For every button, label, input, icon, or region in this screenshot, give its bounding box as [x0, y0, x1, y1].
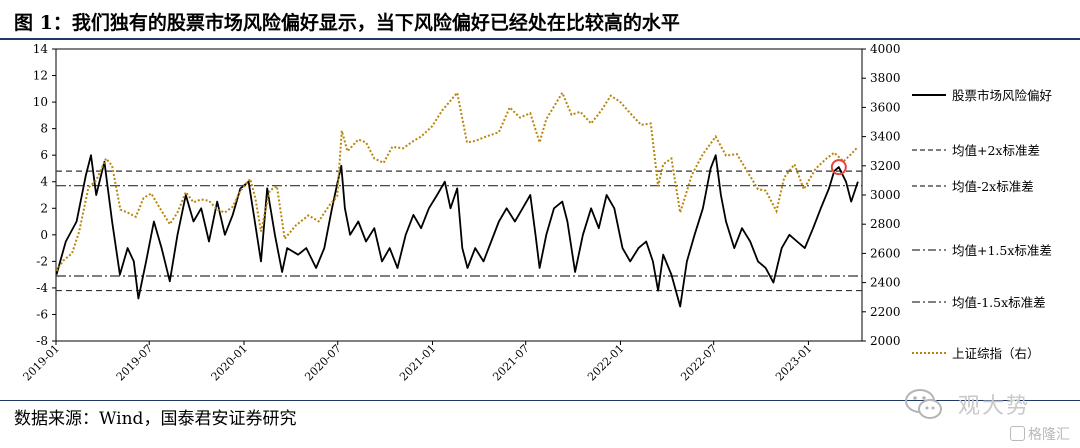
legend-label: 均值-1.5x标准差: [952, 295, 1046, 310]
plot-frame: [55, 48, 863, 342]
legend-label: 均值+1.5x标准差: [952, 243, 1052, 258]
x-tick-label: 2019-01: [21, 342, 63, 384]
y-left-tick-label: -6: [36, 307, 48, 321]
y-right-tick-label: 3400: [870, 130, 901, 144]
x-tick-label: 2021-07: [490, 342, 532, 384]
y-left-tick-label: -4: [36, 281, 48, 295]
y-right-tick-label: 3200: [870, 159, 901, 173]
y-right-tick-label: 2200: [870, 305, 901, 319]
legend-label: 均值-2x标准差: [952, 179, 1034, 194]
y-left-tick-label: 10: [33, 95, 48, 109]
y-right-tick-label: 3800: [870, 71, 901, 85]
x-tick-label: 2023-01: [773, 342, 815, 384]
chart-title: 图 1：我们独有的股票市场风险偏好显示，当下风险偏好已经处在比较高的水平: [14, 12, 680, 34]
y-right-tick-label: 2400: [870, 276, 901, 290]
highlight-circle: [830, 159, 847, 176]
x-tick-label: 2019-07: [114, 342, 156, 384]
y-right-tick-label: 2600: [870, 246, 901, 260]
x-tick-label: 2020-07: [302, 342, 344, 384]
x-tick-label: 2022-01: [585, 342, 627, 384]
y-left-tick-label: 4: [40, 175, 48, 189]
y-left-tick-label: 0: [40, 228, 48, 242]
y-right-tick-label: 4000: [870, 42, 901, 56]
y-right-tick-label: 3000: [870, 188, 901, 202]
watermark-text: 观大势: [958, 394, 1031, 419]
title-bar: 图 1：我们独有的股票市场风险偏好显示，当下风险偏好已经处在比较高的水平: [0, 0, 1080, 40]
watermark-brand: 格隆汇: [1028, 427, 1070, 443]
y-right-tick-label: 2000: [870, 334, 901, 348]
legend-label: 上证综指（右）: [952, 346, 1040, 361]
wechat-icon: [905, 389, 942, 419]
y-left-tick-label: 2: [40, 201, 48, 215]
x-tick-label: 2022-07: [678, 342, 720, 384]
y-left-tick-label: 6: [40, 148, 48, 162]
brand-mark-icon: [1010, 426, 1025, 441]
y-left-tick-label: -2: [36, 254, 48, 268]
source-note: 数据来源：Wind，国泰君安证券研究: [14, 409, 297, 429]
legend-label: 均值+2x标准差: [952, 143, 1040, 158]
y-left-tick-label: 12: [33, 69, 48, 83]
footer-divider: [0, 400, 1080, 401]
y-right-tick-label: 2800: [870, 217, 901, 231]
y-left-tick-label: 8: [40, 122, 48, 136]
gelonghui-logo: 格隆汇: [1010, 424, 1070, 444]
x-tick-label: 2020-01: [209, 342, 251, 384]
y-right-tick-label: 3600: [870, 100, 901, 114]
chart-area: -8 -6 -4 -2 0 2 4 6 8 10 12 14 2000 2200 2400 2600 2800 3…: [21, 42, 1052, 384]
y-left-tick-label: -8: [36, 334, 48, 348]
legend-label: 股票市场风险偏好: [952, 88, 1052, 103]
x-tick-label: 2021-01: [397, 342, 439, 384]
y-left-tick-label: 14: [33, 42, 49, 56]
series-line-risk-appetite: [55, 154, 859, 308]
